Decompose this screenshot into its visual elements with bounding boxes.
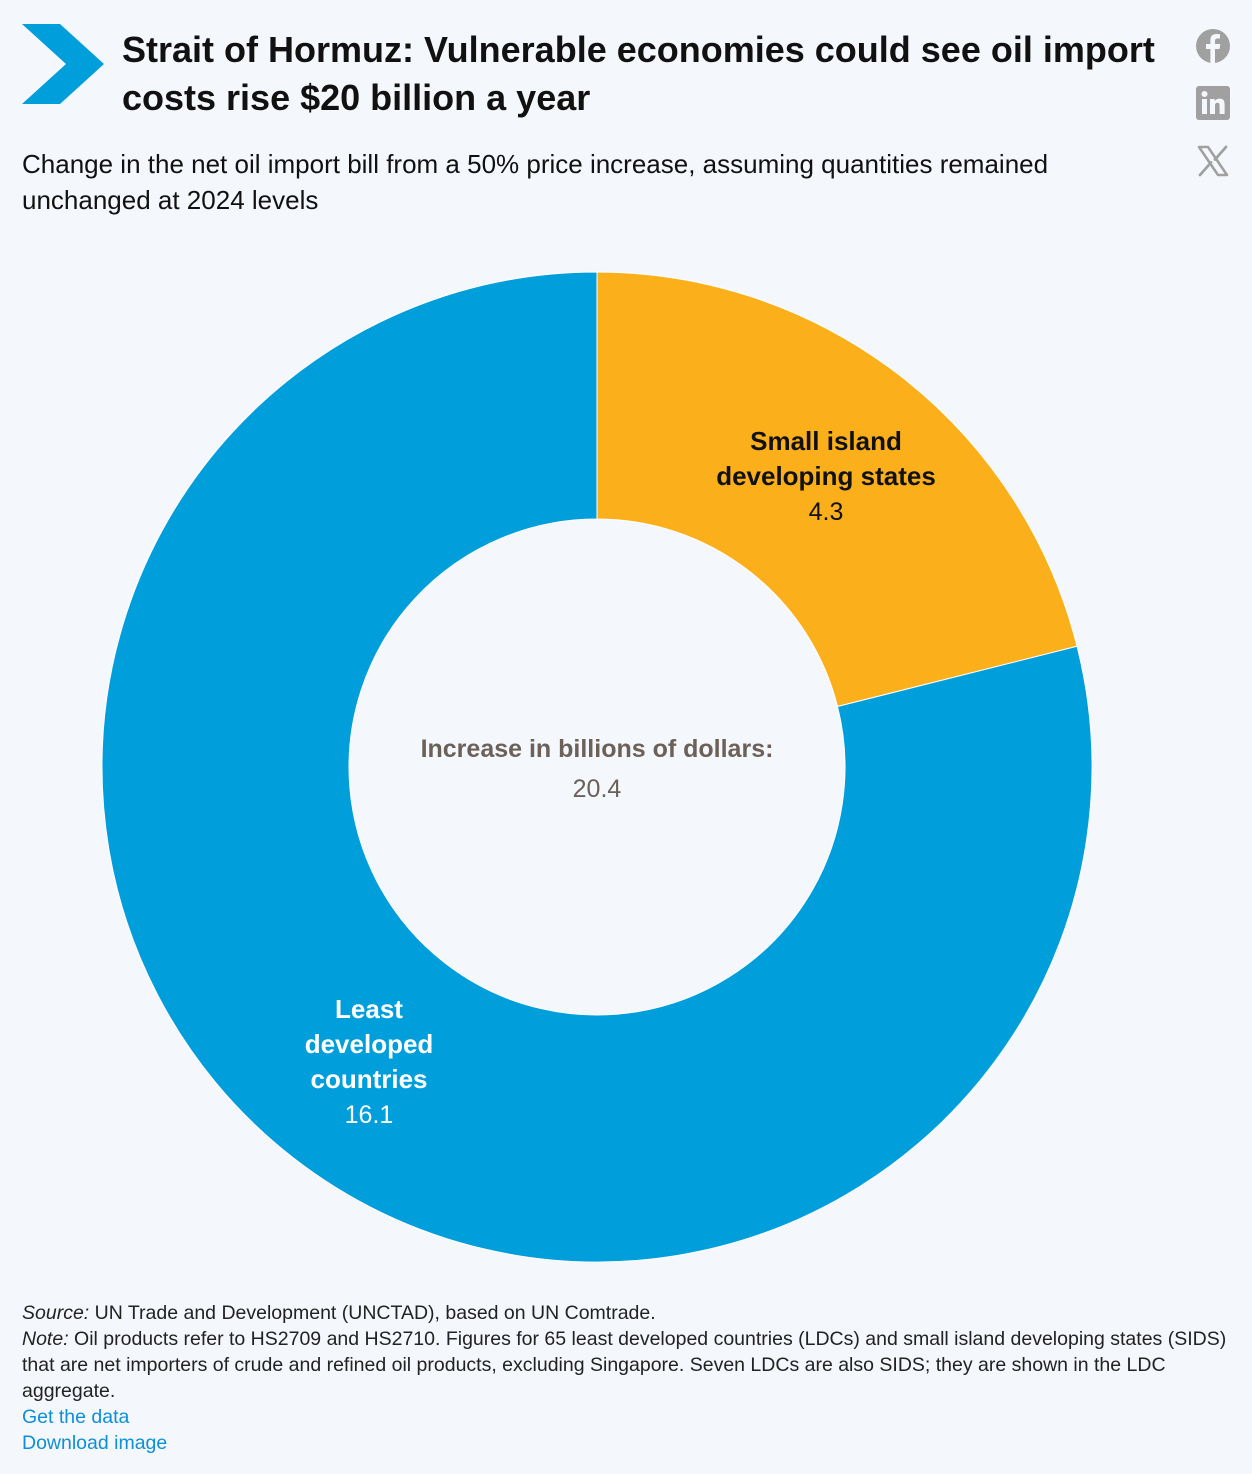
slice-label-line: developed [305,1029,434,1059]
slice-label-line: countries [310,1064,427,1094]
donut-chart: Small island developing states 4.3 Least dev… [0,260,1252,1280]
chart-title: Strait of Hormuz: Vulnerable economies c… [122,29,1155,118]
note-label: Note: [22,1328,69,1350]
donut-slice[interactable] [596,271,1078,708]
unctad-chevron-logo [22,24,104,104]
linkedin-icon[interactable] [1194,84,1232,122]
slice-label-line: developing states [716,461,936,491]
slice-label: Least developed countries [305,994,434,1094]
note-text: Oil products refer to HS2709 and HS2710.… [22,1328,1227,1402]
facebook-icon[interactable] [1194,27,1232,65]
download-image-link[interactable]: Download image [22,1432,168,1454]
donut-chart-svg: Small island developing states 4.3 Least dev… [101,271,1093,1263]
note-line: Note: Oil products refer to HS2709 and H… [22,1326,1237,1404]
get-data-link[interactable]: Get the data [22,1406,130,1428]
slice-value: 16.1 [345,1101,394,1129]
slice-label-line: Small island [750,426,902,456]
chart-subtitle: Change in the net oil import bill from a… [22,149,1049,215]
center-label: Increase in billions of dollars: [421,735,774,763]
source-line: Source: UN Trade and Development (UNCTAD… [22,1300,1237,1326]
x-icon[interactable] [1194,142,1232,180]
slice-label-line: Least [335,994,403,1024]
slice-label: Small island developing states [716,426,936,491]
source-label: Source: [22,1302,90,1324]
donut-slice[interactable] [101,271,1093,1263]
source-text: UN Trade and Development (UNCTAD), based… [89,1302,656,1324]
slice-value: 4.3 [809,498,844,526]
center-value: 20.4 [573,775,622,803]
chart-footer: Source: UN Trade and Development (UNCTAD… [22,1300,1237,1456]
